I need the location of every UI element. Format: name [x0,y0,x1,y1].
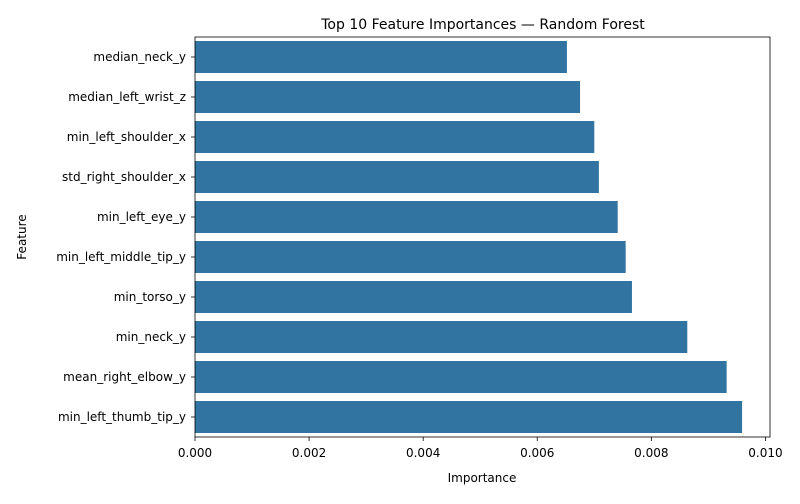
bar-min_left_middle_tip_y [195,241,626,273]
x-axis-label: Importance [448,471,517,485]
y-tick-label: median_left_wrist_z [68,90,186,104]
x-tick-label: 0.010 [748,446,782,460]
bar-min_left_thumb_tip_y [195,401,743,433]
y-axis-label: Feature [15,214,29,259]
x-axis-ticks: 0.000 0.002 0.004 0.006 0.008 0.010 [178,437,783,460]
x-tick-label: 0.008 [634,446,668,460]
y-tick-label: min_neck_y [116,330,186,344]
bar-min_torso_y [195,281,632,313]
y-tick-label: min_left_middle_tip_y [56,250,186,264]
y-tick-label: min_left_thumb_tip_y [58,410,186,424]
bar-min_left_shoulder_x [195,121,595,153]
x-tick-label: 0.000 [178,446,212,460]
bars-group [195,41,743,433]
y-tick-label: std_right_shoulder_x [62,170,186,184]
bar-min_left_eye_y [195,201,618,233]
x-tick-label: 0.002 [292,446,326,460]
y-tick-label: min_left_eye_y [97,210,186,224]
x-tick-label: 0.006 [520,446,554,460]
chart-title: Top 10 Feature Importances — Random Fore… [320,17,645,33]
y-tick-label: median_neck_y [93,50,186,64]
x-tick-label: 0.004 [406,446,440,460]
y-tick-label: min_left_shoulder_x [67,130,186,144]
bar-median_neck_y [195,41,567,73]
y-tick-label: min_torso_y [114,290,186,304]
bar-min_neck_y [195,321,688,353]
bar-mean_right_elbow_y [195,361,727,393]
bar-std_right_shoulder_x [195,161,599,193]
plot-frame [194,36,771,438]
y-tick-label: mean_right_elbow_y [63,370,186,384]
y-axis-ticks: median_neck_y median_left_wrist_z min_left… [56,50,195,424]
bar-median_left_wrist_z [195,81,581,113]
